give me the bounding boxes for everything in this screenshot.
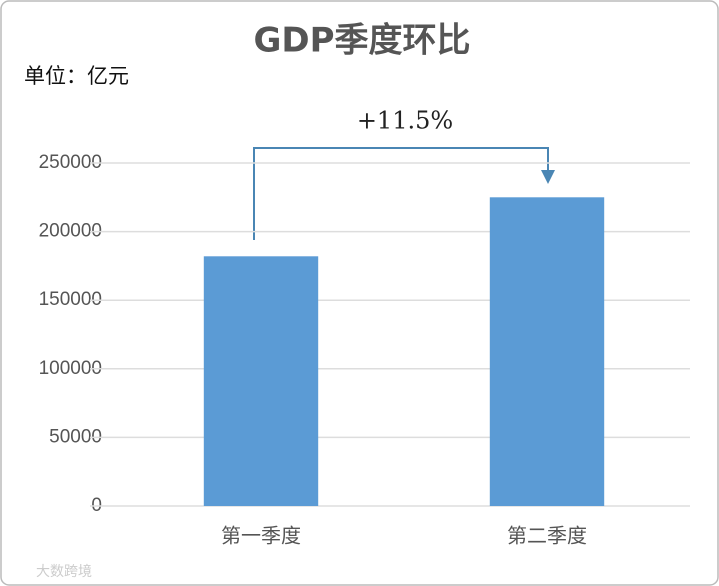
y-tick-label: 150000 xyxy=(39,289,102,310)
chart-title: GDP季度环比 xyxy=(253,21,470,61)
y-tick-label: 250000 xyxy=(39,152,102,173)
y-tick-label: 50000 xyxy=(49,426,102,447)
y-tick-label: 200000 xyxy=(39,221,102,242)
arrow-head xyxy=(541,170,555,184)
watermark: 大数跨境 xyxy=(36,564,92,580)
y-tick-label: 100000 xyxy=(39,358,102,379)
annotation: +11.5% xyxy=(357,107,453,135)
x-tick-label: 第一季度 xyxy=(221,524,301,548)
unit-label: 单位：亿元 xyxy=(24,64,129,88)
x-tick-label: 第二季度 xyxy=(507,524,587,548)
bar xyxy=(203,256,319,506)
bar xyxy=(489,197,605,507)
